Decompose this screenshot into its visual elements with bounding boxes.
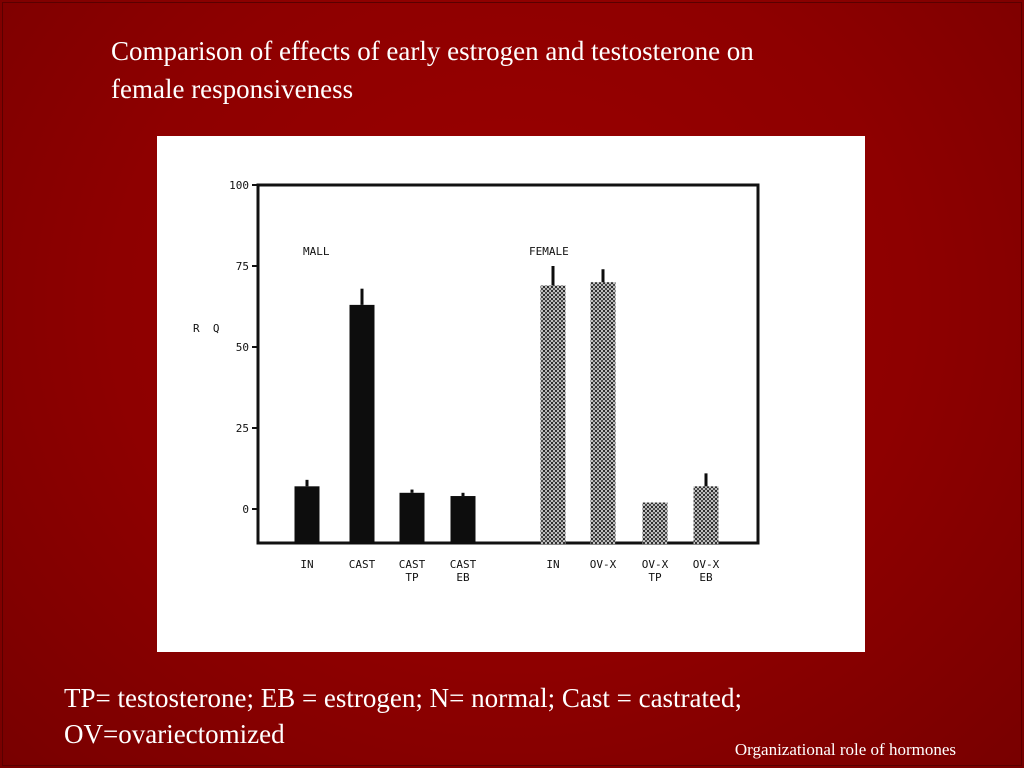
group-labels: MALL FEMALE (303, 245, 569, 258)
bar (590, 282, 616, 544)
bar (294, 486, 320, 544)
category-label: CAST TP (399, 558, 426, 584)
figure-panel: R Q 0 25 50 75 100 MALL FEMALE IN CAST CAST TP CA… (157, 136, 865, 652)
bar (540, 285, 566, 544)
footer-label: Organizational role of hormones (734, 740, 956, 759)
bar (450, 496, 476, 544)
bar (399, 492, 425, 544)
bar (642, 502, 668, 544)
y-tick-label: 50 (236, 341, 249, 354)
y-axis-ticks: 0 25 50 75 100 (229, 179, 258, 516)
y-tick-label: 100 (229, 179, 249, 192)
group-label: MALL (303, 245, 330, 258)
category-label: IN (546, 558, 559, 571)
slide-footnote: TP= testosterone; EB = estrogen; N= norm… (64, 683, 743, 749)
bar (349, 304, 375, 544)
category-label: CAST EB (450, 558, 477, 584)
bar (693, 486, 719, 544)
y-tick-label: 0 (242, 503, 249, 516)
category-label: OV-X (590, 558, 617, 571)
y-axis-label: R Q (193, 322, 220, 335)
category-label: OV-X EB (693, 558, 720, 584)
bar-marks (294, 266, 719, 544)
category-label: OV-X TP (642, 558, 669, 584)
group-label: FEMALE (529, 245, 569, 258)
category-label: IN (300, 558, 313, 571)
slide-title: Comparison of effects of early estrogen … (111, 36, 754, 104)
y-tick-label: 75 (236, 260, 249, 273)
category-labels: IN CAST CAST TP CAST EB IN OV-X OV-X TP OV-X EB (300, 558, 719, 584)
plot-frame (256, 183, 760, 545)
category-label: CAST (349, 558, 376, 571)
bar-chart: R Q 0 25 50 75 100 MALL FEMALE IN CAST CAST TP CA… (193, 179, 760, 584)
y-tick-label: 25 (236, 422, 249, 435)
